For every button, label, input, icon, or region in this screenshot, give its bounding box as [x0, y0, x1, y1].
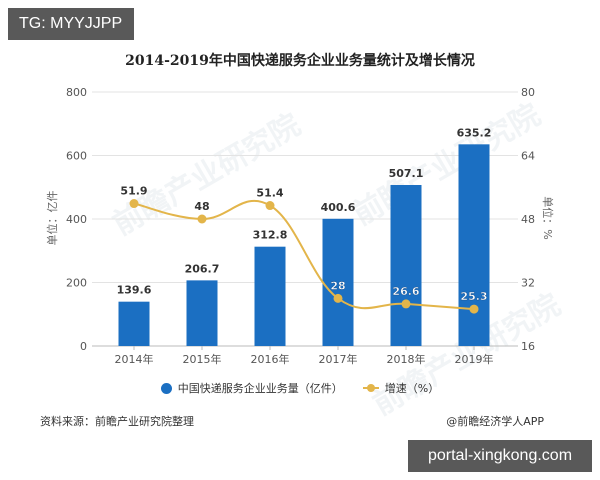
left-tick-label: 0 — [80, 340, 87, 353]
bar[interactable] — [458, 144, 490, 346]
line-value-label: 51.9 — [120, 185, 147, 198]
x-tick-label: 2019年 — [455, 352, 494, 366]
right-tick-label: 48 — [521, 213, 535, 226]
left-axis-label: 单位：亿件 — [45, 191, 59, 246]
url-badge: portal-xingkong.com — [408, 440, 592, 472]
x-axis-labels: 2014年 2015年 2016年 2017年 2018年 2019年 — [115, 346, 494, 366]
right-tick-label: 32 — [521, 277, 535, 290]
bar[interactable] — [186, 280, 218, 346]
credit-note: @前瞻经济学人APP — [446, 415, 544, 428]
bar-value-label: 139.6 — [117, 284, 152, 297]
left-axis-ticks: 800 600 400 200 0 — [66, 86, 87, 353]
line-point[interactable] — [333, 293, 343, 303]
bar-value-label: 312.8 — [253, 229, 288, 242]
growth-line — [133, 199, 475, 311]
chart-svg: 800 600 400 200 0 80 64 48 32 16 139.6 206.7 312.8… — [45, 86, 555, 366]
legend-bar-label: 中国快递服务企业业务量（亿件） — [177, 382, 343, 395]
bar[interactable] — [322, 218, 354, 346]
x-tick-label: 2018年 — [387, 352, 426, 366]
line-value-label: 26.6 — [392, 285, 419, 298]
line-series: 51.9 48 51.4 28 26.6 25.3 — [120, 185, 488, 314]
line-value-label: 28 — [330, 279, 345, 292]
x-tick-label: 2016年 — [251, 352, 290, 366]
source-note: 资料来源：前瞻产业研究院整理 — [40, 415, 194, 428]
bar[interactable] — [390, 184, 422, 346]
line-point[interactable] — [197, 214, 207, 224]
right-tick-label: 80 — [521, 86, 535, 99]
chart-title: 2014-2019年中国快递服务企业业务量统计及增长情况 — [125, 53, 475, 69]
bar[interactable] — [118, 301, 150, 346]
bar-series: 139.6 206.7 312.8 400.6 507.1 635.2 — [117, 126, 492, 346]
bar-value-label: 635.2 — [457, 126, 492, 139]
line-point[interactable] — [265, 201, 275, 211]
left-tick-label: 600 — [66, 150, 87, 163]
legend-item-volume[interactable]: 中国快递服务企业业务量（亿件） — [160, 380, 343, 396]
line-value-label: 25.3 — [460, 290, 487, 303]
bar-value-label: 400.6 — [321, 201, 356, 214]
right-axis-ticks: 80 64 48 32 16 — [521, 86, 535, 353]
legend: 中国快递服务企业业务量（亿件） 增速（%） — [0, 380, 600, 396]
line-point[interactable] — [401, 299, 411, 309]
x-tick-label: 2014年 — [115, 352, 154, 366]
left-tick-label: 400 — [66, 213, 87, 226]
legend-item-growth[interactable]: 增速（%） — [362, 380, 440, 396]
line-value-label: 51.4 — [256, 187, 283, 200]
tag-badge: TG: MYYJJPP — [8, 8, 134, 40]
left-tick-label: 800 — [66, 86, 87, 99]
bar-value-label: 507.1 — [389, 167, 424, 180]
legend-bar-icon — [160, 382, 172, 394]
x-tick-label: 2017年 — [319, 352, 358, 366]
line-value-label: 48 — [194, 200, 209, 213]
right-axis-label: 单位：% — [541, 196, 555, 239]
bar-value-label: 206.7 — [185, 262, 220, 275]
line-point[interactable] — [469, 304, 479, 314]
grid-lines — [92, 91, 518, 347]
x-tick-label: 2015年 — [183, 352, 222, 366]
legend-line-icon — [362, 384, 379, 392]
right-tick-label: 16 — [521, 340, 535, 353]
bar[interactable] — [254, 246, 286, 346]
line-point[interactable] — [129, 199, 139, 209]
legend-line-label: 增速（%） — [384, 382, 440, 395]
right-tick-label: 64 — [521, 150, 535, 163]
left-tick-label: 200 — [66, 277, 87, 290]
